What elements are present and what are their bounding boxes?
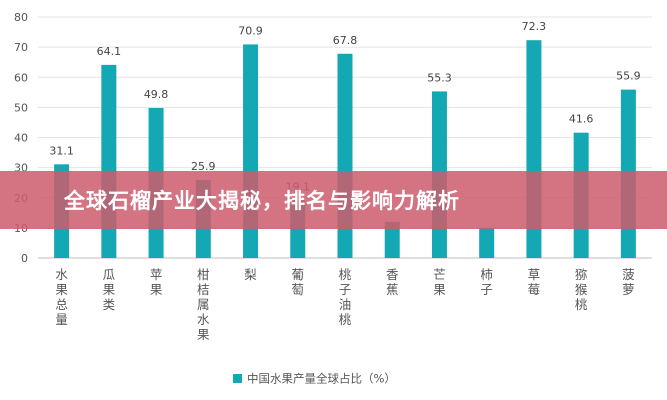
data-label: 72.3 [522,20,547,33]
x-tick-label: 猕猴桃 [575,267,588,312]
data-label: 55.9 [616,70,641,83]
y-tick-label: 0 [21,252,28,265]
data-label: 67.8 [333,34,358,47]
y-tick-label: 60 [14,71,28,84]
data-label: 49.8 [144,88,169,101]
x-tick-label: 梨 [244,267,257,282]
title-banner: 全球石榴产业大揭秘，排名与影响力解析 [0,171,667,229]
x-tick-label: 香蕉 [386,267,399,297]
x-tick-label: 瓜果类 [103,267,116,312]
x-tick-label: 菠萝 [622,267,635,297]
bar [101,64,117,259]
legend-swatch [233,374,242,383]
x-tick-label: 草莓 [528,267,541,297]
bar [384,221,400,258]
data-label: 64.1 [97,45,122,58]
data-label: 31.1 [49,144,74,157]
y-tick-label: 70 [14,41,28,54]
x-tick-label: 水果总量 [55,267,68,327]
x-tick-label: 柑桔属水果 [197,267,210,342]
y-tick-label: 80 [14,11,28,24]
y-tick-label: 50 [14,101,28,114]
x-tick-label: 葡萄 [292,267,305,297]
x-tick-label: 苹果 [150,267,163,297]
data-label: 41.6 [569,113,594,126]
data-label: 70.9 [238,24,263,37]
x-tick-label: 柿子 [480,267,493,297]
bar [479,227,495,258]
banner-title: 全球石榴产业大揭秘，排名与影响力解析 [64,189,460,213]
data-label: 25.9 [191,160,216,173]
data-label: 55.3 [427,71,452,84]
x-tick-label: 芒果 [433,267,446,297]
y-tick-label: 40 [14,132,28,145]
x-tick-label: 桃子油桃 [339,267,352,327]
legend-label: 中国水果产量全球占比（%） [247,372,396,386]
